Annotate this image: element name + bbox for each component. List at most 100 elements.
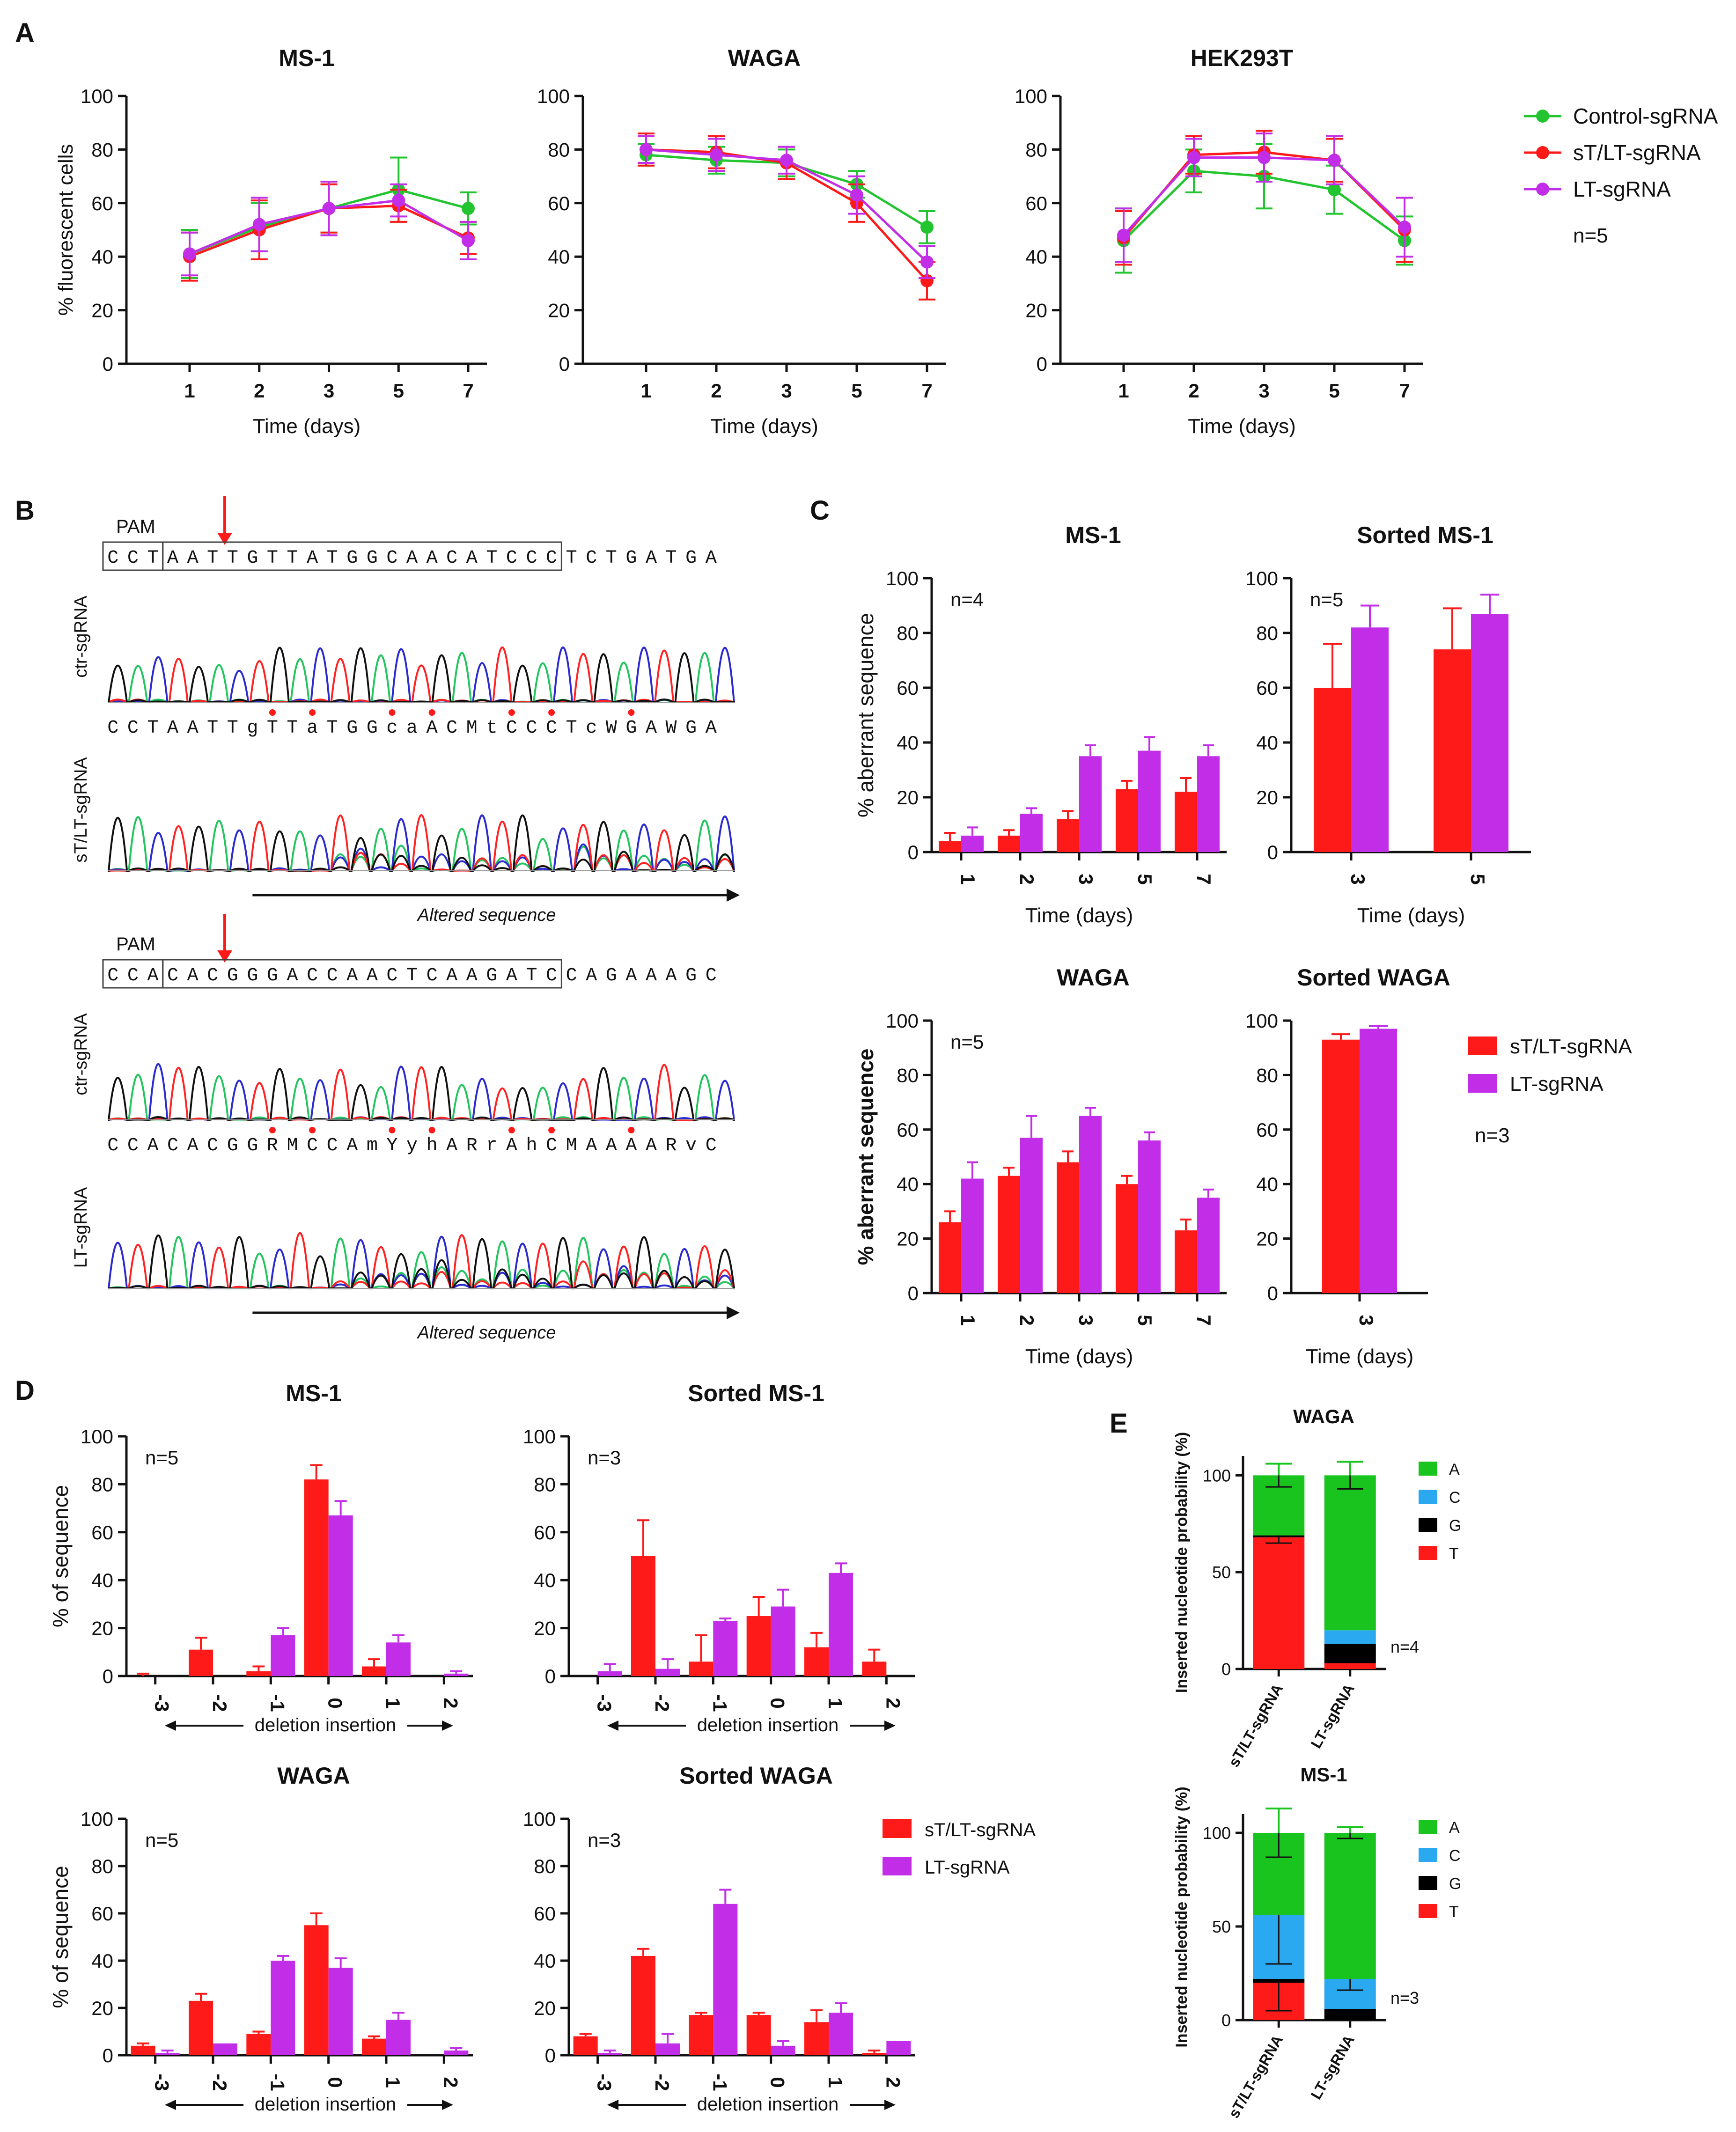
A-WAGA-x-tick-label: 5 — [851, 380, 862, 402]
D-WAGA-bar — [131, 2045, 155, 2055]
legend-label: LT-sgRNA — [1573, 177, 1671, 201]
D-WAGA-x-tick-label: 0 — [324, 2077, 346, 2088]
D-SortedWAGA-x-tick-label: -1 — [709, 2073, 731, 2091]
ref-sequence-bottom-base: G — [606, 965, 617, 986]
C-SortedMS1-n-label: n=5 — [1310, 588, 1343, 610]
called-sequence-top-base: G — [367, 718, 378, 739]
C-WAGA-y-tick-label: 80 — [897, 1064, 919, 1086]
E-MS1-legend-swatch — [1419, 1904, 1437, 1918]
D-SortedWAGA-bar — [804, 2022, 829, 2055]
C-SortedMS1-x-axis-label: Time (days) — [1357, 904, 1465, 927]
D-WAGA-bar — [271, 1961, 295, 2055]
D-SortedMS1-bar — [713, 1621, 738, 1676]
C-WAGA-x-tick-label: 5 — [1134, 1315, 1156, 1325]
called-sequence-bottom-base: A — [586, 1135, 597, 1156]
mismatch-dot-top — [548, 709, 555, 716]
called-sequence-top-base: A — [706, 718, 717, 739]
E-WAGA-legend-label: C — [1449, 1489, 1461, 1507]
D-SortedMS1-x-tick-label: 0 — [767, 1698, 789, 1708]
C-SortedMS1-x-tick-label: 3 — [1347, 874, 1369, 884]
called-sequence-top-base: C — [127, 718, 139, 739]
D-SortedMS1-y-tick-label: 40 — [534, 1569, 556, 1591]
ref-sequence-top-base: T — [606, 548, 617, 569]
D-SortedWAGA-bar — [573, 2036, 598, 2055]
A-HEK-y-tick-label: 60 — [1025, 192, 1047, 214]
ref-sequence-top-base: T — [147, 548, 158, 569]
mut-chromatogram-top — [108, 814, 735, 872]
A-HEK-point — [1187, 151, 1200, 164]
C-WAGA-bar — [1138, 1140, 1161, 1293]
D-WAGA-x-tick-label: -1 — [266, 2073, 288, 2091]
D-SortedMS1-bar — [597, 1671, 622, 1676]
D-MS1-x-tick-label: -2 — [209, 1694, 231, 1712]
D-SortedWAGA-bar — [771, 2045, 795, 2055]
D-MS1-y-tick-label: 40 — [91, 1569, 113, 1591]
C-WAGA-bar — [1175, 1230, 1197, 1293]
ref-sequence-top-base: T — [287, 548, 298, 569]
C-WAGA-bar — [1079, 1116, 1102, 1293]
C-SortedMS1-y-tick-label: 80 — [1256, 622, 1278, 644]
D-WAGA-n-label: n=5 — [145, 1829, 178, 1851]
D-MS1-title: MS-1 — [286, 1380, 341, 1406]
D-SortedMS1-y-tick-label: 100 — [523, 1426, 556, 1448]
D-WAGA-axis-note: deletion insertion — [255, 2094, 396, 2115]
A-MS1-x-axis-label: Time (days) — [253, 415, 361, 438]
called-sequence-top-base: T — [287, 718, 298, 739]
mismatch-dot-bottom — [628, 1127, 635, 1133]
called-sequence-top-base: M — [466, 718, 478, 739]
ref-sequence-top-base: A — [406, 548, 418, 569]
E-WAGA-legend-swatch — [1419, 1546, 1437, 1560]
A-WAGA-y-tick-label: 40 — [548, 246, 570, 268]
ref-sequence-top-base: T — [267, 548, 278, 569]
A-WAGA-point — [920, 255, 934, 269]
mismatch-dot-bottom — [508, 1127, 515, 1133]
C-SortedWAGA-bar — [1322, 1039, 1360, 1293]
C-SortedWAGA-y-tick-label: 100 — [1245, 1010, 1278, 1032]
C-MS1-x-tick-label: 1 — [957, 874, 979, 884]
E-WAGA-segment-G — [1324, 1644, 1376, 1663]
D-SortedWAGA-bar — [746, 2015, 771, 2055]
E-WAGA-legend-label: G — [1449, 1517, 1461, 1535]
D-SortedWAGA-y-tick-label: 40 — [534, 1950, 556, 1972]
ref-sequence-top-base: C — [386, 548, 397, 569]
D-SortedWAGA-y-tick-label: 0 — [545, 2044, 556, 2066]
legend-swatch — [1468, 1074, 1497, 1093]
D-WAGA-bar — [246, 2034, 271, 2055]
D-SortedMS1-n-label: n=3 — [588, 1447, 621, 1469]
A-WAGA-x-tick-label: 7 — [921, 380, 932, 402]
C-SortedWAGA-y-tick-label: 60 — [1256, 1119, 1278, 1141]
mismatch-dot-top — [628, 709, 635, 716]
legend-label: LT-sgRNA — [1510, 1073, 1604, 1095]
D-SortedWAGA-x-tick-label: 1 — [824, 2077, 846, 2088]
D-MS1-bar — [189, 1649, 213, 1676]
called-sequence-top-base: A — [167, 718, 178, 739]
ref-sequence-bottom-base: C — [167, 965, 178, 986]
mismatch-dot-top — [428, 709, 435, 716]
called-sequence-bottom-base: C — [207, 1135, 218, 1156]
ref-sequence-top-base: A — [427, 548, 438, 569]
C-WAGA-x-axis-label: Time (days) — [1025, 1345, 1133, 1368]
panel-letter-b: B — [15, 495, 35, 526]
called-sequence-bottom-base: C — [706, 1135, 717, 1156]
ref-sequence-top-base: T — [666, 548, 677, 569]
A-HEK-y-tick-label: 0 — [1037, 353, 1047, 375]
D-MS1-y-tick-label: 0 — [103, 1665, 113, 1687]
C-WAGA-y-axis-label: % aberrant sequence — [853, 1049, 878, 1265]
ref-sequence-top-base: G — [346, 548, 358, 569]
C-WAGA-bar — [961, 1178, 984, 1293]
D-WAGA-x-tick-label: -2 — [209, 2073, 231, 2091]
ref-sequence-bottom-base: T — [406, 965, 418, 986]
mismatch-dot-bottom — [269, 1127, 276, 1133]
called-sequence-bottom-base: C — [546, 1135, 557, 1156]
ref-sequence-bottom-base: C — [706, 965, 717, 986]
D-WAGA-bar — [155, 2052, 180, 2055]
A-WAGA-x-axis-label: Time (days) — [710, 415, 818, 438]
called-sequence-top-base: W — [666, 718, 677, 739]
A-HEK-point — [1258, 151, 1271, 164]
E-MS1-legend-label: T — [1449, 1903, 1459, 1921]
C-SortedMS1-bar — [1351, 627, 1389, 852]
A-MS1-x-tick-label: 7 — [463, 380, 473, 402]
A-HEK-x-tick-label: 3 — [1258, 380, 1269, 402]
c-n-label: n=3 — [1475, 1124, 1510, 1147]
